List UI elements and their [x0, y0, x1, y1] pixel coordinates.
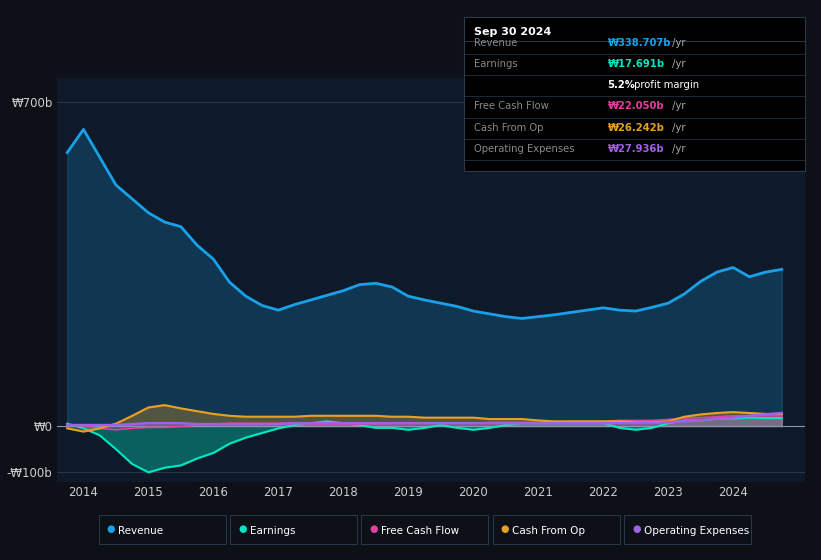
Text: ₩17.691b: ₩17.691b	[608, 59, 665, 69]
Text: Earnings: Earnings	[474, 59, 517, 69]
Text: ●: ●	[238, 524, 246, 534]
Text: ₩338.707b: ₩338.707b	[608, 38, 671, 48]
Text: /yr: /yr	[669, 144, 686, 154]
Text: Free Cash Flow: Free Cash Flow	[474, 101, 548, 111]
Text: 5.2%: 5.2%	[608, 80, 635, 90]
Text: Free Cash Flow: Free Cash Flow	[381, 526, 459, 536]
Text: /yr: /yr	[669, 38, 686, 48]
Text: ●: ●	[107, 524, 115, 534]
Text: /yr: /yr	[669, 123, 686, 133]
Text: ₩27.936b: ₩27.936b	[608, 144, 664, 154]
Text: ₩26.242b: ₩26.242b	[608, 123, 664, 133]
Text: ●: ●	[501, 524, 509, 534]
Text: Sep 30 2024: Sep 30 2024	[474, 27, 551, 38]
Text: profit margin: profit margin	[631, 80, 699, 90]
Text: Cash From Op: Cash From Op	[512, 526, 585, 536]
Text: Operating Expenses: Operating Expenses	[644, 526, 749, 536]
Text: ●: ●	[369, 524, 378, 534]
Text: /yr: /yr	[669, 59, 686, 69]
Text: Revenue: Revenue	[474, 38, 517, 48]
Text: Earnings: Earnings	[250, 526, 295, 536]
Text: Cash From Op: Cash From Op	[474, 123, 544, 133]
Text: /yr: /yr	[669, 101, 686, 111]
Text: Revenue: Revenue	[118, 526, 163, 536]
Text: ●: ●	[632, 524, 640, 534]
Text: Operating Expenses: Operating Expenses	[474, 144, 574, 154]
Text: ₩22.050b: ₩22.050b	[608, 101, 664, 111]
